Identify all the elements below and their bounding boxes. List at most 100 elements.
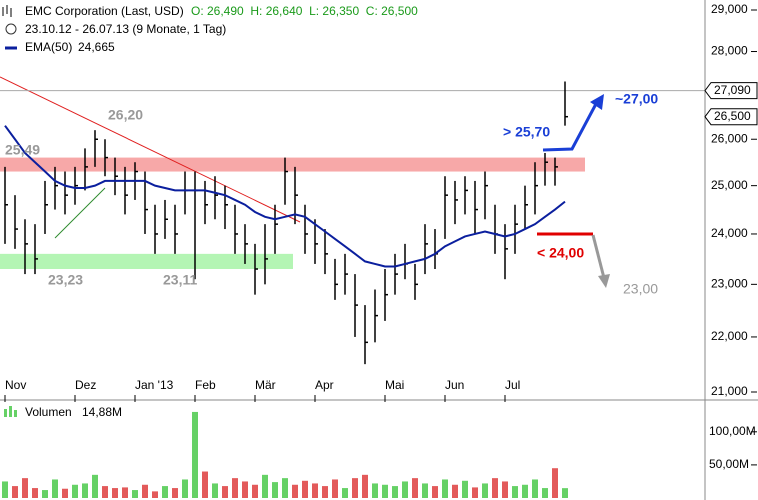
volume-bar (272, 482, 278, 498)
arrow (591, 234, 606, 279)
annotation: 23,23 (48, 272, 83, 288)
volume-bar (102, 486, 108, 498)
subtitle: 23.10.12 - 26.07.13 (9 Monate, 1 Tag) (25, 22, 226, 36)
price-box-label: 27,090 (714, 83, 751, 97)
price-box-label: 26,500 (714, 109, 751, 123)
volume-bar (262, 474, 268, 498)
volume-bar (412, 478, 418, 498)
volume-bar (152, 491, 158, 498)
volume-bar (82, 483, 88, 498)
y-tick-label: 21,000 (711, 384, 748, 398)
arrow (542, 101, 599, 152)
annotation: 23,00 (623, 281, 658, 297)
volume-bar (332, 479, 338, 498)
header-icon (2, 5, 12, 17)
volume-bar (182, 479, 188, 498)
volume-bar (302, 480, 308, 498)
x-tick-label: Mär (255, 378, 276, 392)
annotation: 26,20 (108, 107, 143, 123)
arrow-head (590, 94, 604, 110)
volume-bar (222, 486, 228, 498)
volume-label: Volumen (25, 405, 72, 419)
x-tick-label: Jul (505, 378, 520, 392)
volume-bar (402, 481, 408, 498)
y-tick-label: 26,000 (711, 131, 748, 145)
y-tick-label: 22,000 (711, 329, 748, 343)
volume-bar (422, 483, 428, 498)
volume-icon (4, 406, 17, 417)
volume-bar (292, 484, 298, 498)
x-tick-label: Apr (315, 378, 334, 392)
price-zone (0, 157, 585, 172)
volume-bar (502, 481, 508, 498)
ema-line (4, 125, 566, 268)
y-tick-label: 25,000 (711, 178, 748, 192)
volume-bar (512, 486, 518, 498)
volume-bar (252, 484, 258, 498)
x-tick-label: Jun (445, 378, 464, 392)
legend-label: EMA(50) (25, 40, 72, 54)
x-tick-label: Nov (5, 378, 26, 392)
volume-bar (132, 490, 138, 498)
legend-value: 24,665 (78, 40, 115, 54)
volume-bar (462, 480, 468, 498)
annotation: 23,11 (163, 272, 197, 288)
volume-bar (362, 474, 368, 498)
volume-bar (72, 484, 78, 498)
volume-bar (532, 479, 538, 498)
x-tick-label: Mai (385, 378, 404, 392)
volume-bar (42, 490, 48, 498)
volume-bar (372, 483, 378, 498)
y-tick-label: 29,000 (711, 2, 748, 16)
y-tick-label: 24,000 (711, 226, 748, 240)
volume-bar (452, 484, 458, 498)
annotation: < 24,00 (537, 245, 584, 261)
volume-bar (432, 486, 438, 498)
volume-bar (162, 486, 168, 498)
volume-bar (22, 478, 28, 498)
volume-bar (12, 486, 18, 498)
x-tick-label: Jan '13 (135, 378, 174, 392)
price-box (704, 82, 758, 100)
annotation: 25,49 (5, 142, 40, 158)
y-tick-label: 50,00M (709, 457, 749, 471)
volume-bar (52, 479, 58, 498)
trend-line (54, 187, 106, 239)
volume-bar (62, 488, 68, 498)
y-tick-label: 100,00M (709, 424, 756, 438)
volume-bar (282, 478, 288, 498)
quote: O: 26,490 H: 26,640 L: 26,350 C: 26,500 (191, 4, 418, 18)
volume-bar (112, 488, 118, 498)
price-box (704, 108, 758, 126)
volume-bar (142, 484, 148, 498)
volume-bar (352, 478, 358, 498)
volume-bar (482, 483, 488, 498)
price-zone (0, 253, 293, 269)
volume-value: 14,88M (82, 405, 122, 419)
annotation: > 25,70 (503, 124, 550, 140)
volume-bar (242, 481, 248, 498)
x-tick-label: Feb (195, 378, 216, 392)
volume-bar (442, 479, 448, 498)
x-tick-label: Dez (75, 378, 96, 392)
volume-bar (552, 468, 558, 498)
clock-icon (5, 23, 17, 35)
volume-bar (522, 484, 528, 498)
volume-bar (192, 411, 198, 498)
trend-line (0, 76, 301, 223)
volume-bar (2, 481, 8, 498)
volume-bar (202, 471, 208, 498)
volume-bar (32, 488, 38, 498)
y-tick-label: 28,000 (711, 44, 748, 58)
chart-title: EMC Corporation (Last, USD) (25, 4, 184, 18)
arrow-head (598, 274, 610, 288)
volume-bar (382, 484, 388, 498)
volume-bar (542, 488, 548, 498)
volume-bar (472, 487, 478, 498)
volume-bar (212, 483, 218, 498)
volume-bar (232, 478, 238, 498)
volume-bar (342, 488, 348, 498)
volume-bar (122, 487, 128, 498)
